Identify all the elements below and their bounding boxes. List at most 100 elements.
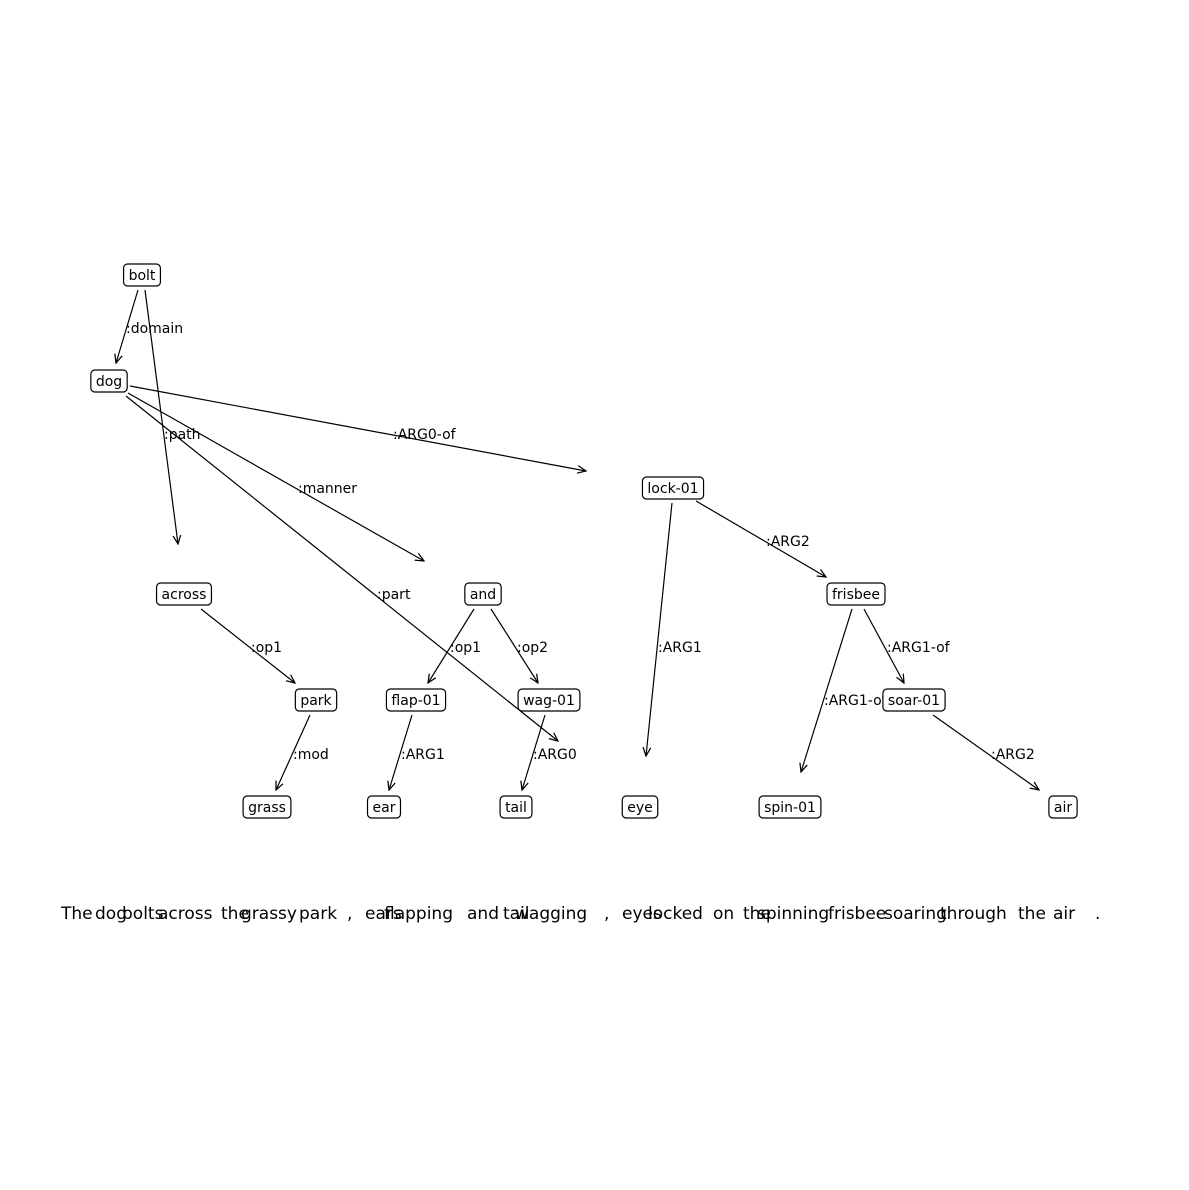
edge-label: :op1	[450, 640, 481, 656]
node-box	[155, 582, 213, 606]
edge-label: :domain	[126, 321, 183, 337]
sentence-token: grassy	[241, 904, 297, 924]
node-label: ear	[373, 800, 396, 816]
nodes-layer: bolt dog lock-01 across and frisbee park flap-0…	[90, 263, 1078, 819]
node-label: lock-01	[647, 481, 698, 497]
node-park: park	[294, 688, 338, 712]
edge-across-park: :op1	[200, 608, 295, 683]
edge-label: :ARG1-of	[824, 693, 888, 709]
edges-layer: :domain:path:ARG0-of:manner:part:ARG2:AR…	[116, 289, 1039, 790]
node-label: soar-01	[888, 693, 940, 709]
node-box	[122, 263, 162, 287]
edge-line	[129, 385, 586, 471]
sentence-token: ears	[365, 904, 402, 924]
node-label: dog	[96, 374, 122, 390]
node-box	[464, 582, 502, 606]
node-ear: ear	[366, 795, 402, 819]
node-label: grass	[248, 800, 286, 816]
edge-flap-ear: :ARG1	[389, 714, 445, 790]
edge-label: :ARG1	[401, 747, 445, 763]
edge-line	[522, 714, 546, 790]
node-label: spin-01	[764, 800, 816, 816]
edge-dog-and: :manner	[127, 392, 424, 561]
sentence-token: dog	[95, 904, 127, 924]
edge-lock-frisbee: :ARG2	[695, 500, 826, 577]
node-label: frisbee	[832, 587, 880, 603]
node-label: park	[300, 693, 332, 709]
sentence-token: across	[158, 904, 213, 924]
edge-label: :ARG1-of	[887, 640, 951, 656]
node-soar: soar-01	[882, 688, 946, 712]
edge-line	[932, 714, 1039, 790]
node-label: and	[470, 587, 496, 603]
edge-line	[695, 500, 826, 577]
edge-line	[646, 502, 673, 756]
sentence-token: park	[299, 904, 337, 924]
edge-line	[863, 608, 904, 683]
node-flap: flap-01	[385, 688, 447, 712]
sentence-token: on	[713, 904, 734, 924]
sentence-token: .	[1095, 904, 1100, 924]
node-label: across	[162, 587, 207, 603]
sentence-token: air	[1053, 904, 1075, 924]
edge-label: :op1	[251, 640, 282, 656]
sentence-token: bolts	[122, 904, 164, 924]
node-label: air	[1054, 800, 1072, 816]
node-bolt: bolt	[122, 263, 162, 287]
sentence-token: through	[940, 904, 1007, 924]
sentence-token: frisbee	[828, 904, 886, 924]
edge-line	[490, 608, 538, 683]
edge-label: :mod	[293, 747, 329, 763]
node-label: bolt	[129, 268, 156, 284]
edge-bolt-across: :path	[144, 289, 201, 544]
node-tail: tail	[499, 795, 533, 819]
sentence-token: the	[1018, 904, 1046, 924]
edge-label: :ARG0-of	[393, 427, 457, 443]
edge-frisbee-spin: :ARG1-of	[801, 608, 888, 772]
node-grass: grass	[242, 795, 292, 819]
node-box	[826, 582, 886, 606]
edge-and-wag: :op2	[490, 608, 548, 683]
node-box	[882, 688, 946, 712]
node-box	[621, 795, 659, 819]
edge-line	[127, 392, 424, 561]
edge-bolt-dog: :domain	[116, 289, 183, 363]
node-label: tail	[505, 800, 527, 816]
node-wag: wag-01	[517, 688, 581, 712]
node-label: wag-01	[523, 693, 575, 709]
edge-line	[125, 395, 558, 741]
edge-label: :op2	[517, 640, 548, 656]
sentence-token: and	[467, 904, 499, 924]
edge-soar-air: :ARG2	[932, 714, 1039, 790]
edge-frisbee-soar: :ARG1-of	[863, 608, 951, 683]
node-eye: eye	[621, 795, 659, 819]
sentence-token: the	[743, 904, 771, 924]
edge-label: :ARG0	[533, 747, 577, 763]
edge-label: :ARG2	[991, 747, 1035, 763]
edge-park-grass: :mod	[276, 714, 329, 790]
node-label: eye	[627, 800, 653, 816]
node-dog: dog	[90, 369, 128, 393]
edge-line	[389, 714, 413, 790]
edge-dog-lock: :ARG0-of	[129, 385, 586, 471]
sentence-token: soaring	[884, 904, 947, 924]
edge-label: :ARG2	[766, 534, 810, 550]
node-spin: spin-01	[758, 795, 822, 819]
sentence-token: tail	[503, 904, 530, 924]
node-box	[517, 688, 581, 712]
edge-and-flap: :op1	[428, 608, 481, 683]
sentence-token: The	[60, 904, 93, 924]
sentence-token: eyes	[622, 904, 662, 924]
node-across: across	[155, 582, 213, 606]
node-and: and	[464, 582, 502, 606]
node-label: flap-01	[391, 693, 440, 709]
node-box	[366, 795, 402, 819]
sentence-token: wagging	[515, 904, 587, 924]
edge-label: :path	[164, 427, 201, 443]
edge-line	[200, 608, 295, 683]
edge-line	[801, 608, 853, 772]
node-box	[499, 795, 533, 819]
edge-label: :ARG1	[658, 640, 702, 656]
